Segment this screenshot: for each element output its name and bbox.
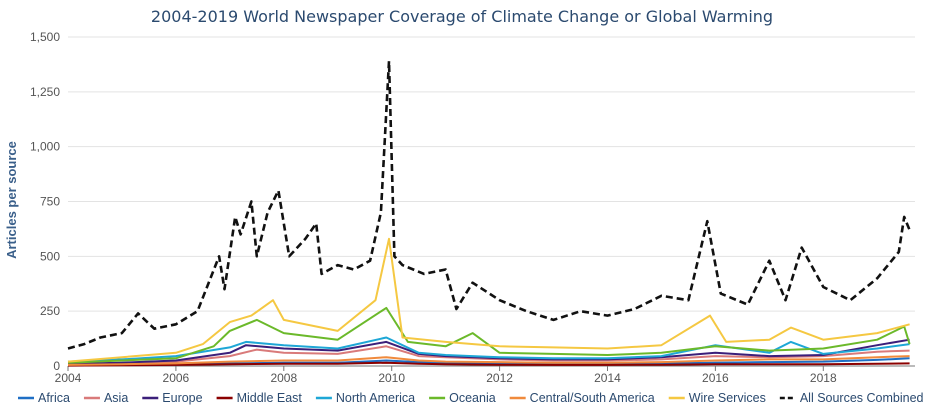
x-tick-label: 2008: [270, 371, 297, 385]
legend-item-europe[interactable]: Europe: [142, 391, 203, 405]
legend-item-oceania[interactable]: Oceania: [429, 391, 496, 405]
series-line-middle-east: [67, 361, 910, 367]
legend-label: Central/South America: [530, 391, 655, 405]
x-tick-label: 2010: [378, 371, 405, 385]
x-tick-label: 2014: [594, 371, 621, 385]
y-tick-label: 500: [40, 249, 60, 263]
y-tick-label: 250: [40, 304, 60, 318]
y-tick-label: 1,000: [30, 140, 60, 154]
y-axis-label: Articles per source: [4, 141, 19, 259]
legend-item-all-sources-combined[interactable]: All Sources Combined: [779, 391, 924, 405]
legend-item-middle-east[interactable]: Middle East: [216, 391, 303, 405]
y-tick-label: 1,500: [30, 30, 60, 44]
legend-label: Africa: [38, 391, 70, 405]
y-tick-label: 1,250: [30, 85, 60, 99]
y-tick-label: 0: [53, 359, 60, 373]
chart-title: 2004-2019 World Newspaper Coverage of Cl…: [151, 7, 773, 26]
series-line-all-sources-combined: [67, 59, 911, 350]
series-line-north-america: [67, 336, 910, 363]
legend-label: Wire Services: [689, 391, 766, 405]
series-line-oceania: [67, 306, 911, 364]
legend-label: Europe: [162, 391, 202, 405]
series-line-central-south-america: [67, 355, 910, 366]
series-line-asia: [67, 345, 910, 366]
series-line-wire-services: [67, 237, 910, 363]
legend-item-africa[interactable]: Africa: [18, 391, 70, 405]
x-tick-label: 2018: [810, 371, 837, 385]
legend-item-wire-services[interactable]: Wire Services: [668, 391, 766, 405]
legend[interactable]: Africa Asia Europe Middle East North America…: [18, 391, 924, 405]
legend-label: All Sources Combined: [800, 391, 924, 405]
legend-label: Asia: [104, 391, 128, 405]
legend-item-asia[interactable]: Asia: [83, 391, 128, 405]
x-tick-label: 2004: [55, 371, 82, 385]
series-lines: [67, 59, 911, 367]
x-tick-label: 2016: [702, 371, 729, 385]
series-line-europe: [67, 338, 910, 365]
gridlines: [68, 36, 915, 367]
y-tick-label: 750: [40, 195, 60, 209]
y-axis-ticks: 0 250 500 750 1,000 1,250 1,500: [30, 30, 60, 373]
x-axis-ticks: 2004 2006 2008 2010 2012 2014 2016 2018: [55, 366, 837, 385]
legend-item-north-america[interactable]: North America: [315, 391, 415, 405]
legend-label: Oceania: [449, 391, 496, 405]
legend-label: Middle East: [237, 391, 303, 405]
x-tick-label: 2006: [163, 371, 190, 385]
legend-label: North America: [336, 391, 415, 405]
legend-item-central-south-america[interactable]: Central/South America: [509, 391, 655, 405]
x-tick-label: 2012: [486, 371, 513, 385]
